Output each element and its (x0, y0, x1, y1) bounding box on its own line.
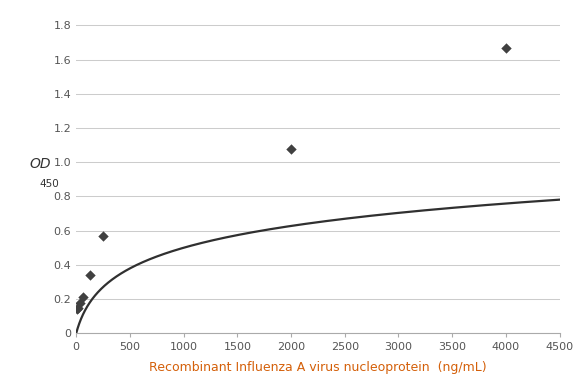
Point (98, 233, 108, 239)
Point (75, 299, 84, 306)
Text: OD: OD (29, 157, 51, 171)
Point (72, 306, 81, 312)
Point (73, 304, 83, 311)
Point (85, 272, 94, 278)
Point (286, 146, 296, 152)
Point (78, 295, 87, 301)
X-axis label: Recombinant Influenza A virus nucleoprotein  (ng/mL): Recombinant Influenza A virus nucleoprot… (149, 361, 487, 374)
Text: 450: 450 (40, 179, 59, 189)
Point (501, 45, 510, 51)
